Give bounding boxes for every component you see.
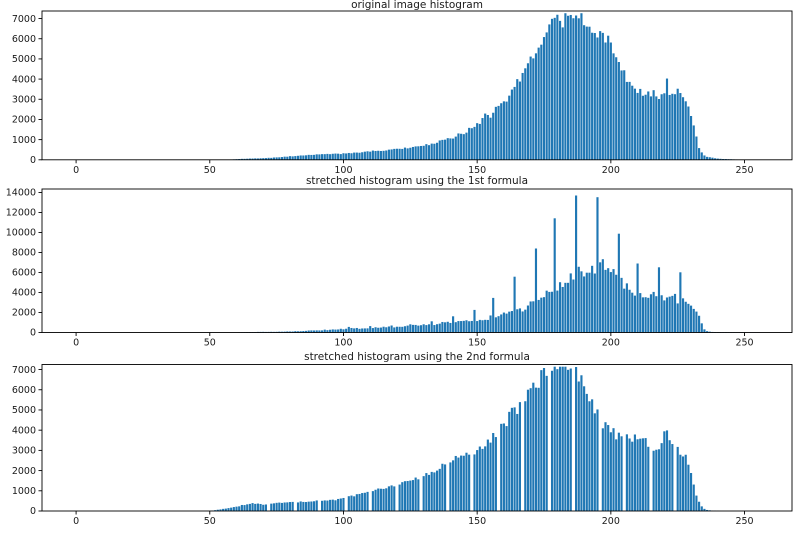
- chart-stretched-1st-formula: 0 50 100 150 200 250 0 2000 4000 6000 8000 10000 120…: [6, 188, 793, 349]
- stretched-1st-formula-y-tick-label: 6000: [12, 268, 36, 279]
- original-histogram-x-tick-label: 150: [468, 165, 486, 176]
- stretched-2nd-formula-y-tick-label: 5000: [12, 405, 36, 416]
- chart-2-title: stretched histogram using the 1st formul…: [305, 175, 529, 187]
- stretched-2nd-formula-y-tick-label: 4000: [12, 425, 36, 436]
- stretched-1st-formula-y-tick-label: 4000: [12, 288, 36, 299]
- stretched-2nd-formula-x-tick-label: 150: [468, 516, 486, 527]
- stretched-2nd-formula-y-tick-label: 1000: [12, 486, 36, 497]
- stretched-2nd-formula-y-tick-label: 7000: [12, 365, 36, 376]
- original-histogram-x-tick-label: 50: [204, 165, 216, 176]
- stretched-2nd-formula-x-tick-label: 100: [334, 516, 352, 527]
- stretched-2nd-formula-x-tick-label: 0: [73, 516, 79, 527]
- original-histogram-y-tick-label: 4000: [12, 74, 36, 85]
- original-histogram-y-tick-label: 6000: [12, 34, 36, 45]
- stretched-2nd-formula-y-tick-label: 6000: [12, 385, 36, 396]
- stretched-1st-formula-y-tick-label: 2000: [12, 308, 36, 319]
- stretched-2nd-formula-bars: [211, 366, 725, 511]
- stretched-2nd-formula-y-tick-label: 0: [30, 506, 36, 517]
- original-histogram-x-tick-label: 250: [735, 165, 753, 176]
- stretched-2nd-formula-x-tick-label: 200: [602, 516, 620, 527]
- stretched-2nd-formula-y-tick-label: 2000: [12, 466, 36, 477]
- stretched-1st-formula-axes-frame: [41, 188, 793, 333]
- stretched-1st-formula-y-tick-label: 0: [30, 328, 36, 339]
- stretched-1st-formula-y-tick-label: 10000: [6, 228, 36, 239]
- stretched-1st-formula-x-tick-label: 0: [73, 338, 79, 349]
- stretched-1st-formula-y-tick-label: 8000: [12, 248, 36, 259]
- chart-original-histogram: 0 50 100 150 200 250 0 1000 2000 3000 4000 5000 6000…: [12, 10, 793, 176]
- stretched-1st-formula-x-tick-label: 250: [735, 338, 753, 349]
- stretched-1st-formula-x-tick-label: 200: [602, 338, 620, 349]
- stretched-1st-formula-y-tick-label: 12000: [6, 208, 36, 219]
- stretched-2nd-formula-x-tick-label: 50: [204, 516, 216, 527]
- original-histogram-x-tick-label: 200: [602, 165, 620, 176]
- original-histogram-y-tick-label: 2000: [12, 115, 36, 126]
- original-histogram-y-tick-label: 0: [30, 155, 36, 166]
- original-histogram-y-tick-label: 1000: [12, 135, 36, 146]
- stretched-1st-formula-x-tick-label: 100: [334, 338, 352, 349]
- stretched-1st-formula-bars: [238, 195, 759, 333]
- chart-1-title: original image histogram: [351, 0, 483, 11]
- original-histogram-y-tick-label: 3000: [12, 94, 36, 105]
- stretched-2nd-formula-x-tick-label: 250: [735, 516, 753, 527]
- original-histogram-axes-frame: [41, 10, 793, 161]
- original-histogram-bars: [227, 13, 751, 160]
- stretched-2nd-formula-y-tick-label: 3000: [12, 446, 36, 457]
- original-histogram-y-tick-label: 5000: [12, 54, 36, 65]
- original-histogram-x-tick-label: 0: [73, 165, 79, 176]
- original-histogram-x-tick-label: 100: [334, 165, 352, 176]
- chart-stretched-2nd-formula: 0 50 100 150 200 250 0 1000 2000 3000 4000 5000 6000…: [12, 364, 793, 527]
- chart-3-title: stretched histogram using the 2nd formul…: [304, 351, 530, 363]
- original-histogram-y-tick-label: 7000: [12, 14, 36, 25]
- stretched-1st-formula-x-tick-label: 150: [468, 338, 486, 349]
- stretched-1st-formula-x-tick-label: 50: [204, 338, 216, 349]
- stretched-2nd-formula-axes-frame: [41, 364, 793, 512]
- stretched-1st-formula-y-tick-label: 14000: [6, 188, 36, 199]
